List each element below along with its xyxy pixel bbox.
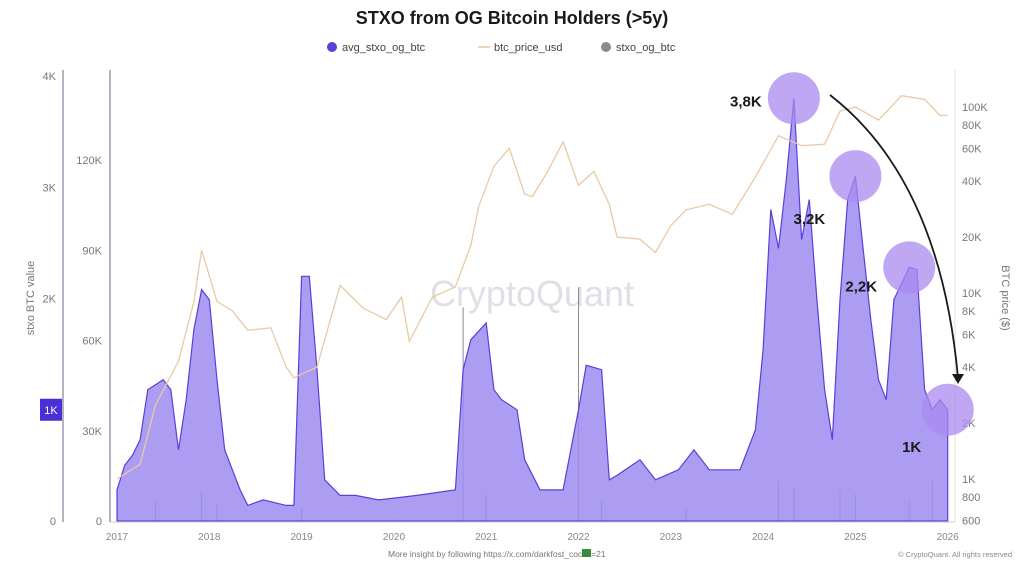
highlighted-tick-badge — [40, 398, 62, 421]
right-tick-label: 4K — [962, 362, 976, 374]
legend: avg_stxo_og_btc btc_price_usd stxo_og_btc — [327, 42, 676, 54]
right-tick-label: 600 — [962, 515, 980, 527]
left-tick-label: 1K — [44, 405, 58, 417]
x-tick-label: 2025 — [844, 532, 867, 543]
right-tick-label: 60K — [962, 143, 982, 155]
x-tick-label: 2024 — [752, 532, 775, 543]
inner-tick-label: 30K — [82, 426, 102, 438]
right-tick-label: 10K — [962, 288, 982, 300]
footer-copyright: © CryptoQuant. All rights reserved — [898, 550, 1012, 559]
chart-title: STXO from OG Bitcoin Holders (>5y) — [356, 8, 669, 28]
annotation-circle — [921, 383, 974, 436]
btc-price-usd-line — [116, 95, 948, 480]
x-tick-label: 2022 — [567, 532, 590, 543]
right-axis-label: BTC price ($) — [999, 265, 1011, 330]
arrow-head-icon — [952, 374, 964, 384]
legend-item: avg_stxo_og_btc — [342, 42, 426, 54]
footer-insight[interactable]: More insight by following https://x.com/… — [388, 549, 606, 559]
right-tick-label: 80K — [962, 120, 982, 132]
annotation-label: 3,2K — [794, 211, 826, 228]
right-tick-label: 6K — [962, 329, 976, 341]
annotations: 3,8K 3,2K 2,2K 1K — [730, 72, 974, 456]
x-tick-label: 2018 — [198, 532, 221, 543]
left-tick-label: 4K — [43, 71, 57, 83]
annotation-circle — [829, 150, 882, 203]
inner-tick-label: 0 — [96, 516, 102, 528]
left-tick-label: 0 — [50, 516, 56, 528]
inner-tick-label: 90K — [82, 245, 102, 257]
annotation-label: 2,2K — [845, 278, 877, 295]
left-axis-label: stxo BTC value — [25, 261, 37, 336]
inner-tick-label: 120K — [76, 155, 102, 167]
annotation-label: 3,8K — [730, 93, 762, 110]
x-tick-label: 2023 — [660, 532, 683, 543]
right-tick-label: 40K — [962, 176, 982, 188]
x-tick-label: 2026 — [937, 532, 960, 543]
legend-item: stxo_og_btc — [616, 42, 676, 54]
axis-ticks: 01K2K3K4K030K60K90K120K6008001K2K4K6K8K1… — [40, 71, 988, 543]
avg-stxo-og-btc-area — [116, 98, 949, 522]
legend-item: btc_price_usd — [494, 42, 563, 54]
x-tick-label: 2020 — [383, 532, 406, 543]
inner-tick-label: 60K — [82, 336, 102, 348]
right-tick-label: 100K — [962, 102, 988, 114]
x-tick-label: 2019 — [290, 532, 313, 543]
x-tick-label: 2017 — [106, 532, 129, 543]
legend-swatch — [327, 42, 337, 52]
watermark: CryptoQuant — [430, 273, 634, 314]
x-tick-label: 2021 — [475, 532, 498, 543]
left-tick-label: 2K — [43, 294, 57, 306]
trend-arrow — [829, 94, 959, 379]
left-tick-label: 3K — [43, 182, 57, 194]
right-tick-label: 800 — [962, 492, 980, 504]
annotation-circle — [883, 241, 936, 294]
right-tick-label: 20K — [962, 232, 982, 244]
annotation-circle — [767, 72, 820, 125]
flag-icon — [582, 549, 591, 557]
right-tick-label: 1K — [962, 474, 976, 486]
right-tick-label: 8K — [962, 306, 976, 318]
legend-swatch — [601, 42, 611, 52]
annotation-label: 1K — [902, 439, 921, 456]
